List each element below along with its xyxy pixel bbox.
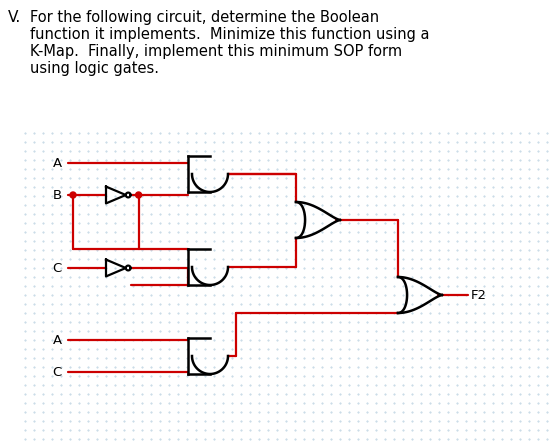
- Polygon shape: [136, 192, 142, 198]
- Text: A: A: [52, 156, 62, 170]
- Text: K-Map.  Finally, implement this minimum SOP form: K-Map. Finally, implement this minimum S…: [30, 44, 402, 59]
- Text: C: C: [52, 365, 62, 378]
- Text: using logic gates.: using logic gates.: [30, 61, 159, 76]
- Text: C: C: [52, 262, 62, 274]
- Text: B: B: [52, 189, 62, 202]
- Text: function it implements.  Minimize this function using a: function it implements. Minimize this fu…: [30, 27, 429, 42]
- Text: V.: V.: [8, 10, 21, 25]
- Polygon shape: [70, 192, 76, 198]
- Text: F2: F2: [471, 289, 487, 301]
- Text: A: A: [52, 333, 62, 346]
- Text: For the following circuit, determine the Boolean: For the following circuit, determine the…: [30, 10, 379, 25]
